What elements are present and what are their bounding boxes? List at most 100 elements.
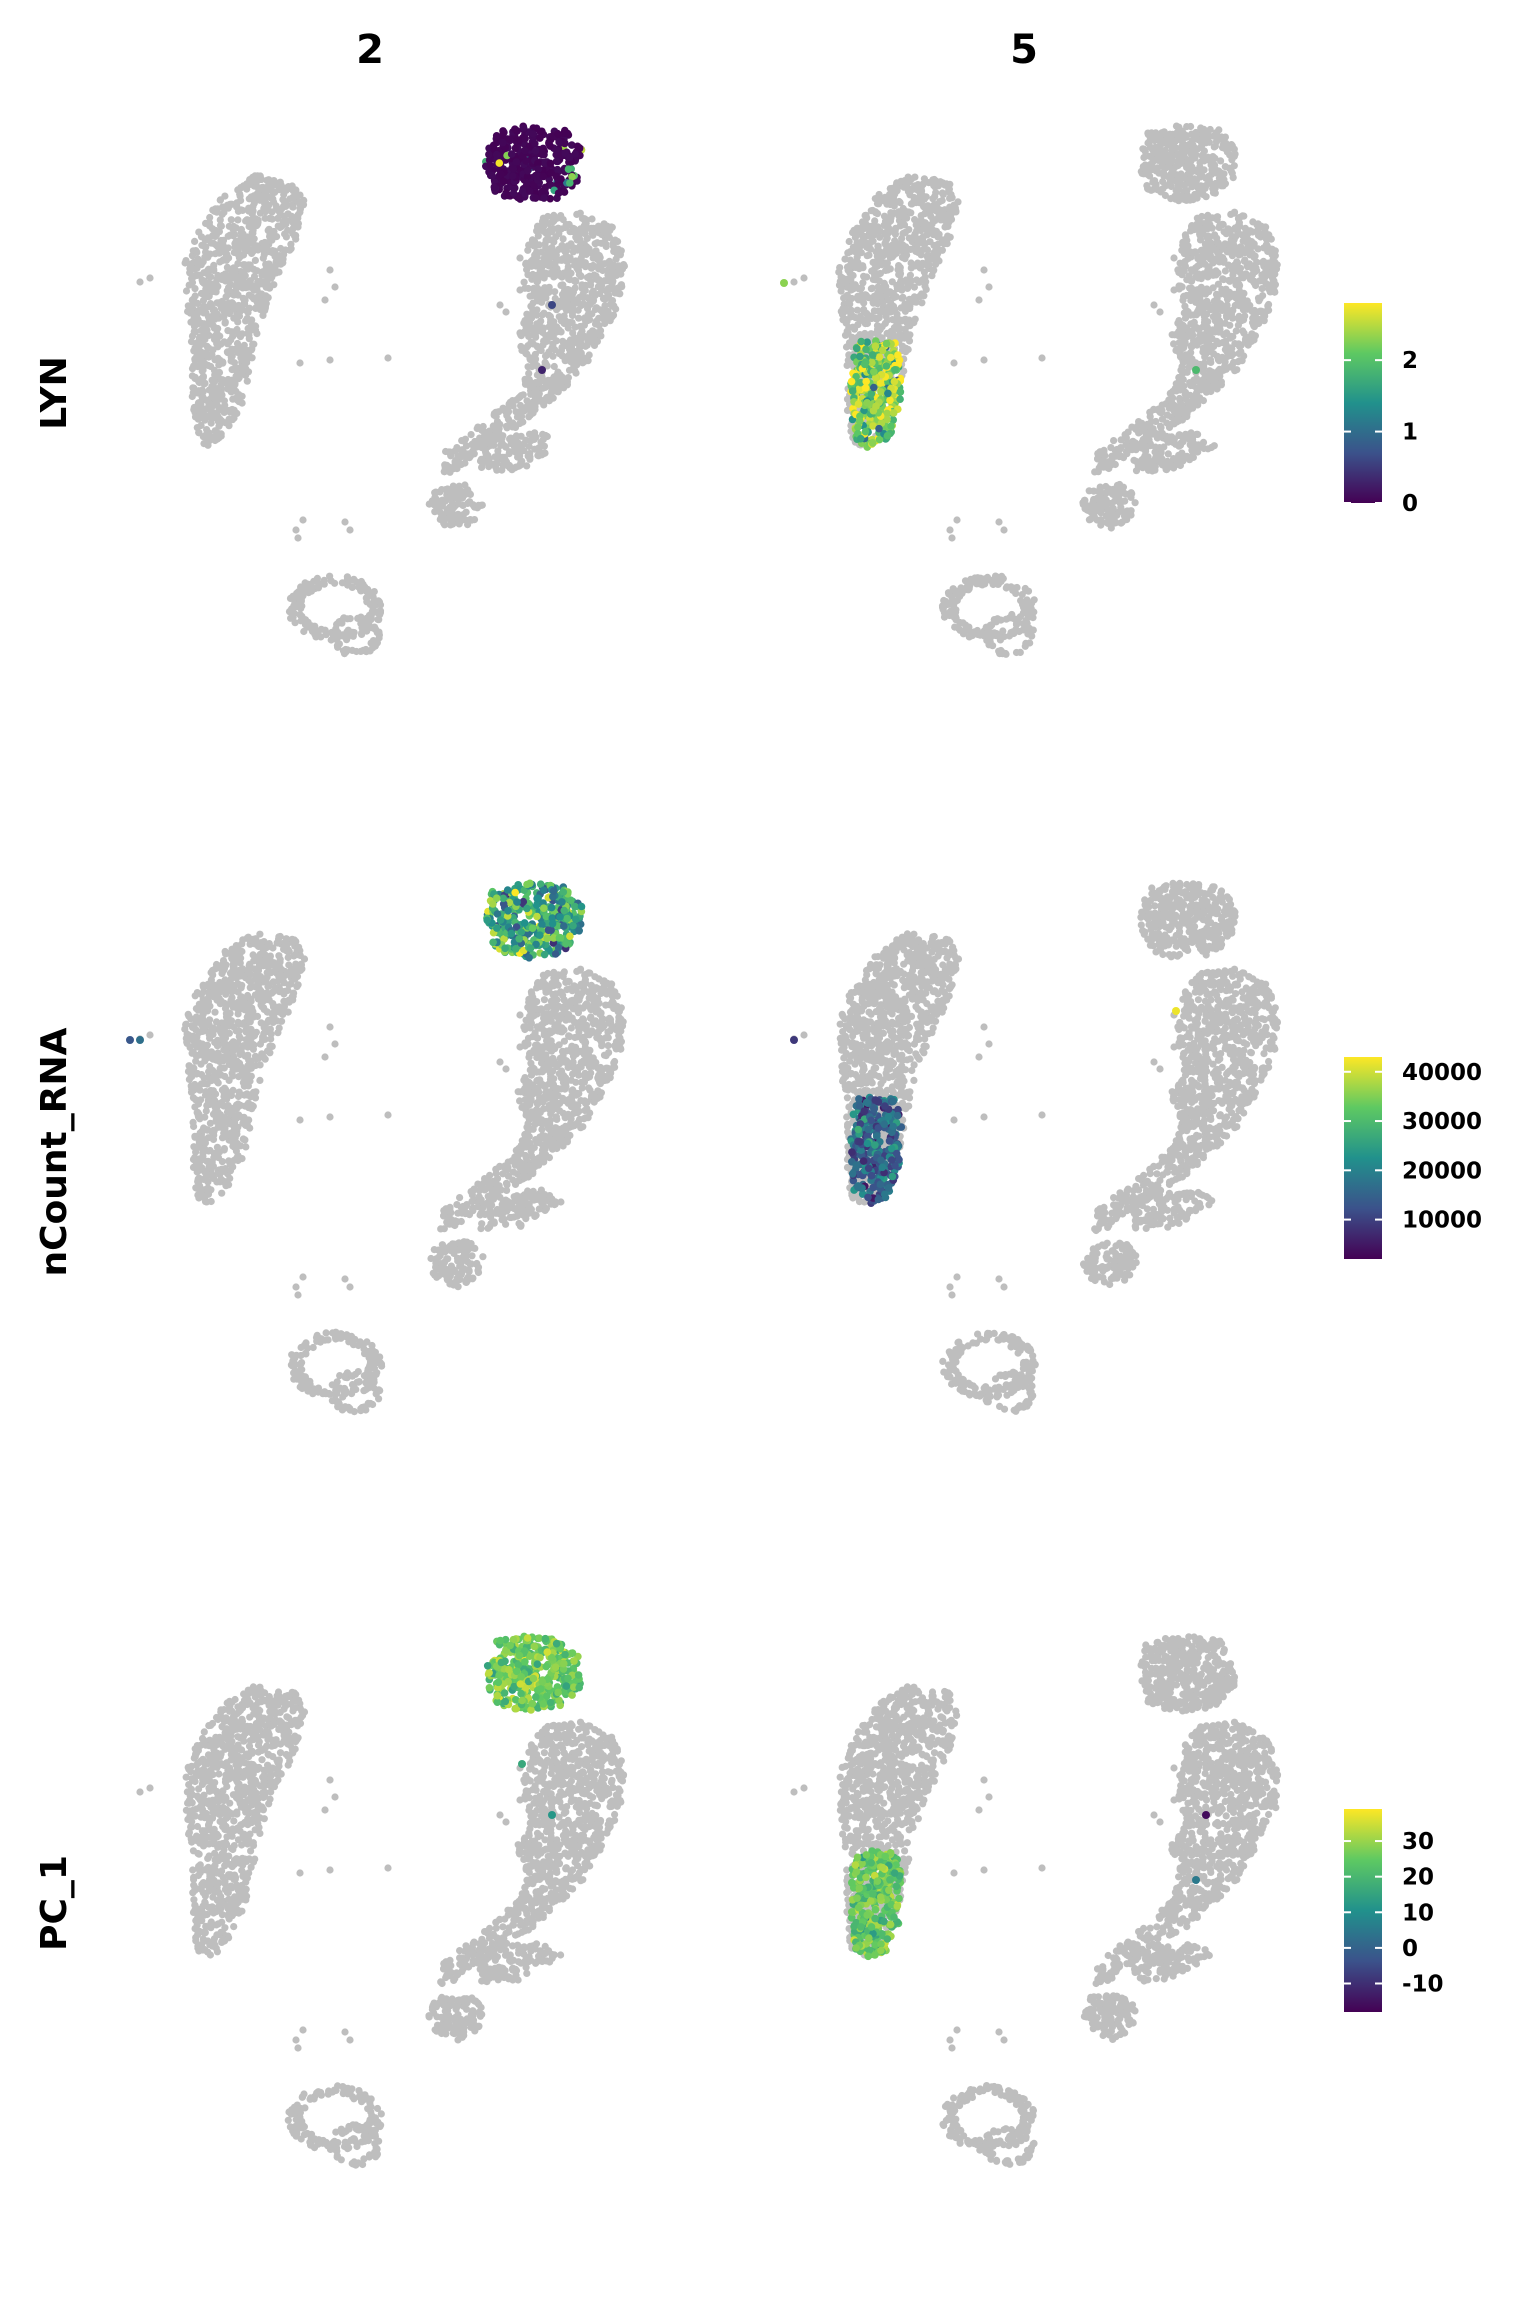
background-cell-point bbox=[569, 302, 577, 310]
background-cell-point bbox=[440, 468, 448, 476]
cell-point bbox=[531, 194, 540, 202]
background-cell-point bbox=[1177, 366, 1185, 374]
background-cell-point bbox=[1151, 146, 1159, 154]
background-cell-point bbox=[284, 210, 292, 218]
background-cell-point bbox=[603, 231, 611, 239]
background-cell-point bbox=[1180, 181, 1188, 189]
background-cell-point bbox=[204, 441, 212, 449]
background-cell-point bbox=[554, 368, 562, 376]
background-cell-point bbox=[323, 629, 331, 637]
background-cell-point bbox=[526, 453, 534, 461]
background-cell-point bbox=[1162, 182, 1170, 190]
background-cell-point bbox=[226, 200, 234, 208]
background-cell-point bbox=[537, 377, 546, 385]
background-cell-point bbox=[247, 346, 255, 354]
background-cell-point bbox=[262, 299, 270, 307]
background-cell-point bbox=[858, 291, 866, 299]
background-cell-point bbox=[544, 212, 552, 221]
background-cell-point bbox=[920, 292, 928, 300]
background-cell-point bbox=[1165, 159, 1173, 167]
background-cell-point bbox=[196, 411, 204, 420]
background-cell-point bbox=[227, 388, 235, 396]
background-cell-point bbox=[554, 270, 562, 278]
background-cell-point bbox=[220, 378, 228, 386]
background-cell-point bbox=[196, 333, 204, 341]
background-cell-point bbox=[1244, 236, 1252, 244]
background-cell-point bbox=[1260, 259, 1269, 267]
background-cell-point bbox=[384, 354, 392, 362]
background-cell-point bbox=[527, 314, 536, 322]
background-cell-point bbox=[919, 225, 927, 233]
background-cell-point bbox=[932, 260, 940, 268]
background-cell-point bbox=[237, 184, 245, 192]
background-cell-point bbox=[198, 241, 206, 249]
background-cell-point bbox=[1187, 296, 1195, 305]
cell-point bbox=[509, 164, 518, 173]
background-cell-point bbox=[557, 281, 565, 289]
background-cell-point bbox=[873, 300, 882, 308]
background-cell-point bbox=[244, 368, 253, 376]
background-cell-point bbox=[282, 186, 290, 194]
background-cell-point bbox=[573, 210, 581, 218]
background-cell-point bbox=[586, 329, 594, 337]
background-cell-point bbox=[902, 182, 910, 190]
background-cell-point bbox=[909, 184, 917, 192]
background-cell-point bbox=[1187, 381, 1195, 390]
background-cell-point bbox=[875, 270, 883, 278]
background-cell-point bbox=[1132, 425, 1140, 433]
background-cell-point bbox=[917, 251, 925, 259]
background-cell-point bbox=[452, 512, 460, 521]
background-cell-point bbox=[547, 376, 556, 384]
background-cell-point bbox=[454, 500, 463, 508]
background-cell-point bbox=[231, 395, 239, 403]
background-cell-point bbox=[588, 215, 596, 223]
background-cell-point bbox=[1144, 139, 1152, 147]
cell-point bbox=[548, 301, 556, 309]
background-cell-point bbox=[525, 369, 533, 377]
background-cell-point bbox=[1211, 189, 1219, 197]
background-cell-point bbox=[1242, 245, 1250, 254]
background-cell-point bbox=[893, 179, 901, 187]
background-cell-point bbox=[922, 285, 930, 293]
background-cell-point bbox=[492, 463, 500, 471]
background-cell-point bbox=[1258, 285, 1266, 293]
background-cell-point bbox=[1179, 296, 1187, 304]
background-cell-point bbox=[1155, 169, 1163, 177]
background-cell-point bbox=[576, 236, 584, 244]
background-cell-point bbox=[216, 221, 225, 229]
background-cell-point bbox=[359, 646, 367, 655]
background-cell-point bbox=[292, 526, 300, 534]
background-cell-point bbox=[245, 291, 253, 299]
background-cell-point bbox=[610, 302, 618, 310]
background-cell-point bbox=[1233, 258, 1241, 266]
background-cell-point bbox=[344, 628, 352, 636]
cell-point bbox=[490, 183, 499, 191]
background-cell-point bbox=[186, 309, 194, 317]
background-cell-point bbox=[911, 230, 919, 238]
cell-point bbox=[562, 129, 570, 137]
background-cell-point bbox=[502, 308, 510, 316]
background-cell-point bbox=[206, 250, 214, 258]
background-cell-point bbox=[565, 220, 573, 229]
background-cell-point bbox=[929, 195, 937, 203]
background-cell-point bbox=[279, 221, 287, 229]
background-cell-point bbox=[849, 243, 858, 251]
background-cell-point bbox=[880, 221, 888, 229]
background-cell-point bbox=[553, 381, 562, 389]
background-cell-point bbox=[229, 232, 237, 240]
background-cell-point bbox=[1169, 130, 1177, 138]
background-cell-point bbox=[246, 180, 254, 189]
background-cell-point bbox=[497, 441, 505, 449]
background-cell-point bbox=[1248, 249, 1256, 258]
background-cell-point bbox=[1250, 323, 1258, 331]
background-cell-point bbox=[604, 277, 612, 285]
background-cell-point bbox=[232, 409, 240, 417]
background-cell-point bbox=[589, 261, 597, 270]
background-cell-point bbox=[1195, 326, 1203, 334]
background-cell-point bbox=[517, 459, 525, 467]
background-cell-point bbox=[1225, 348, 1233, 356]
background-cell-point bbox=[333, 636, 341, 644]
background-cell-point bbox=[555, 350, 564, 358]
background-cell-point bbox=[848, 282, 857, 290]
background-cell-point bbox=[597, 262, 605, 270]
